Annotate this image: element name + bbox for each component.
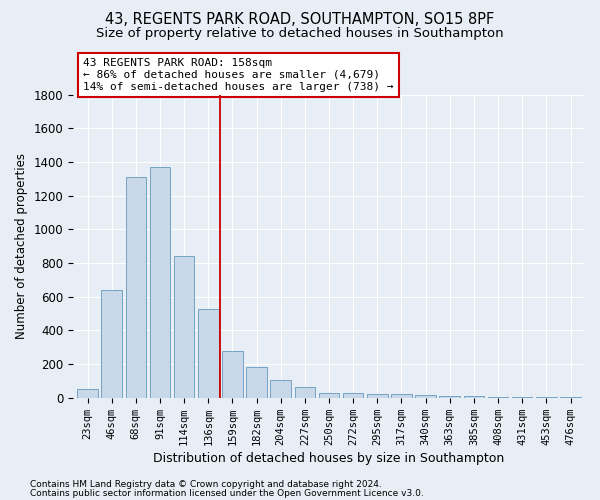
Bar	[512, 397, 532, 398]
Bar	[222, 352, 242, 398]
X-axis label: Distribution of detached houses by size in Southampton: Distribution of detached houses by size …	[154, 452, 505, 465]
Bar	[198, 308, 218, 398]
Bar	[150, 167, 170, 398]
Bar	[319, 393, 339, 398]
Bar	[464, 396, 484, 398]
Y-axis label: Number of detached properties: Number of detached properties	[15, 153, 28, 339]
Bar	[174, 256, 194, 398]
Bar	[536, 397, 557, 398]
Bar	[101, 290, 122, 398]
Text: Size of property relative to detached houses in Southampton: Size of property relative to detached ho…	[96, 28, 504, 40]
Text: 43 REGENTS PARK ROAD: 158sqm
← 86% of detached houses are smaller (4,679)
14% of: 43 REGENTS PARK ROAD: 158sqm ← 86% of de…	[83, 58, 394, 92]
Bar	[247, 366, 267, 398]
Text: Contains public sector information licensed under the Open Government Licence v3: Contains public sector information licen…	[30, 490, 424, 498]
Text: Contains HM Land Registry data © Crown copyright and database right 2024.: Contains HM Land Registry data © Crown c…	[30, 480, 382, 489]
Bar	[295, 387, 315, 398]
Bar	[415, 396, 436, 398]
Bar	[77, 390, 98, 398]
Bar	[439, 396, 460, 398]
Bar	[343, 393, 364, 398]
Bar	[488, 397, 508, 398]
Bar	[367, 394, 388, 398]
Bar	[560, 397, 581, 398]
Bar	[391, 394, 412, 398]
Bar	[125, 177, 146, 398]
Bar	[271, 380, 291, 398]
Text: 43, REGENTS PARK ROAD, SOUTHAMPTON, SO15 8PF: 43, REGENTS PARK ROAD, SOUTHAMPTON, SO15…	[106, 12, 494, 28]
